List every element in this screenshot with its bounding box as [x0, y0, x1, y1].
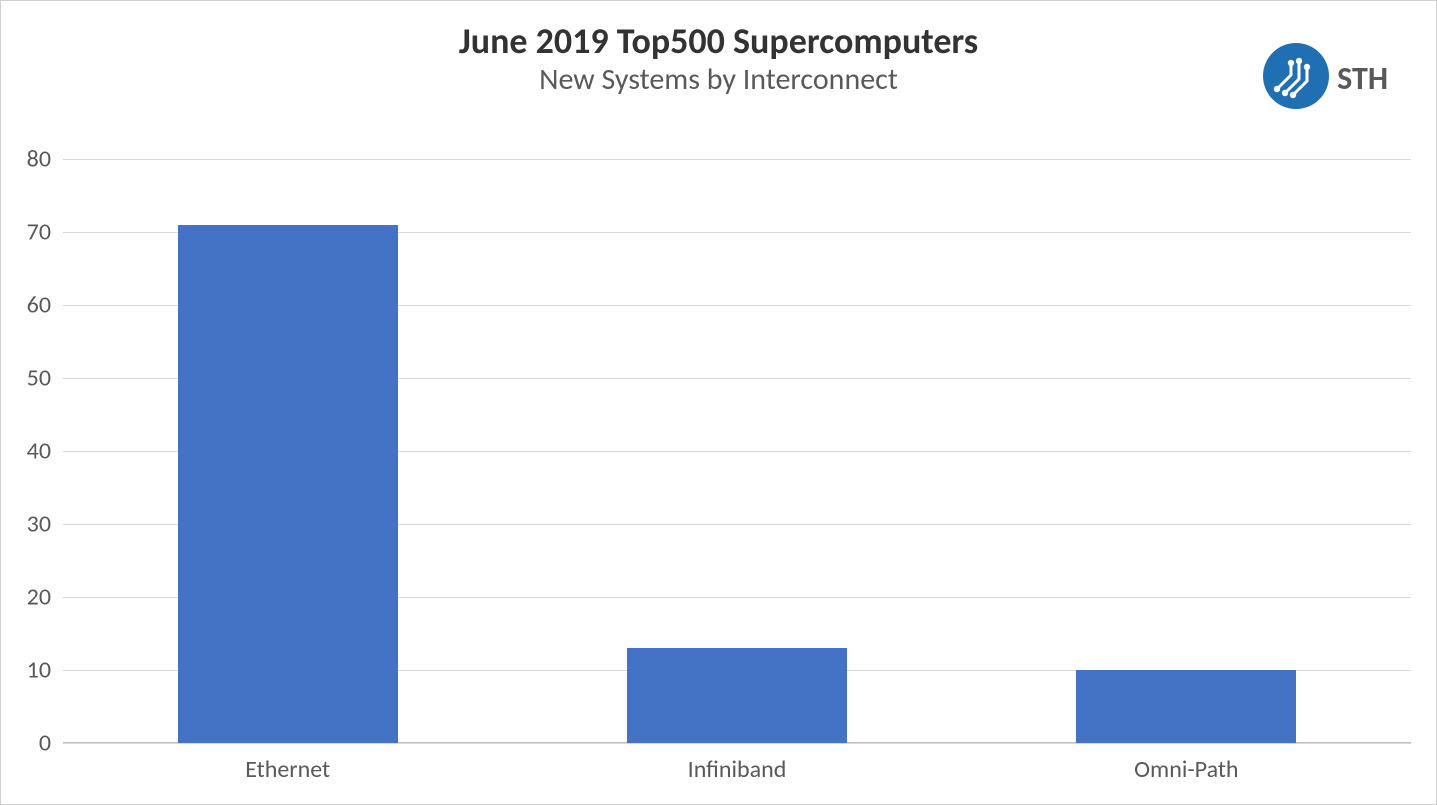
logo-circuit-icon: [1263, 43, 1329, 114]
y-tick-label: 0: [39, 729, 63, 758]
y-tick-label: 50: [27, 364, 63, 393]
y-tick-label: 70: [27, 218, 63, 247]
bar: [627, 648, 847, 743]
logo: STH: [1263, 43, 1388, 114]
y-tick-label: 20: [27, 583, 63, 612]
y-tick-label: 10: [27, 656, 63, 685]
chart-subtitle: New Systems by Interconnect: [1, 62, 1436, 98]
chart-container: June 2019 Top500 Supercomputers New Syst…: [0, 0, 1437, 805]
bar: [178, 225, 398, 743]
x-tick-label: Omni-Path: [1134, 743, 1238, 784]
plot-area: 01020304050607080EthernetInfinibandOmni-…: [63, 159, 1411, 743]
y-tick-label: 80: [27, 145, 63, 174]
y-tick-label: 40: [27, 437, 63, 466]
y-tick-label: 60: [27, 291, 63, 320]
x-tick-label: Infiniband: [688, 743, 787, 784]
y-tick-label: 30: [27, 510, 63, 539]
title-block: June 2019 Top500 Supercomputers New Syst…: [1, 21, 1436, 98]
logo-text: STH: [1337, 59, 1388, 98]
gridline: [63, 159, 1411, 160]
x-tick-label: Ethernet: [245, 743, 330, 784]
chart-title: June 2019 Top500 Supercomputers: [1, 21, 1436, 62]
bar: [1076, 670, 1296, 743]
